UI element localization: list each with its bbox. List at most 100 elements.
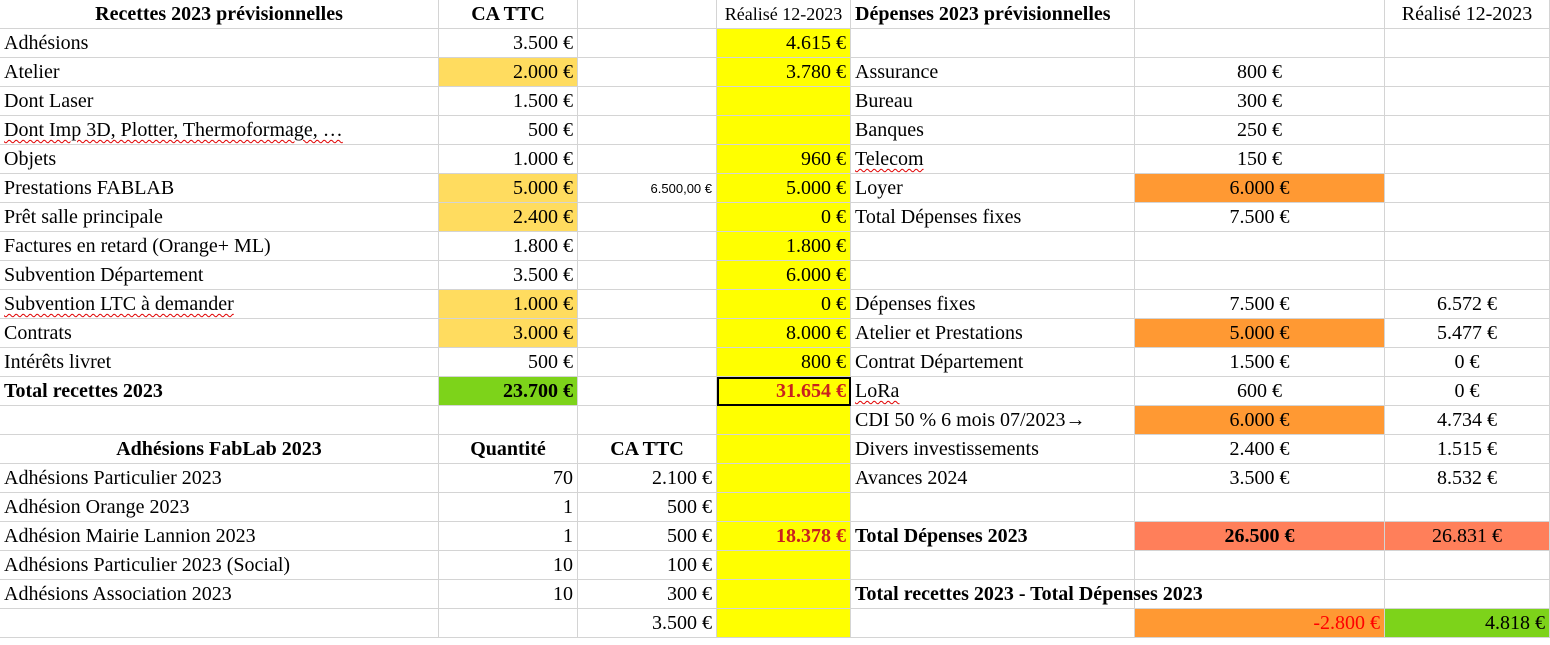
recette-realise[interactable]: 800 € xyxy=(717,348,851,377)
grid-cell[interactable] xyxy=(578,145,717,174)
grid-cell[interactable] xyxy=(578,29,717,58)
depense-fixe-prev[interactable]: 6.000 € xyxy=(1135,174,1385,203)
depense-label[interactable]: LoRa xyxy=(851,377,1135,406)
adhesion-ca[interactable]: 500 € xyxy=(578,522,717,551)
grid-cell[interactable] xyxy=(578,116,717,145)
recette-label[interactable]: Contrats xyxy=(0,319,439,348)
depense-realise[interactable]: 8.532 € xyxy=(1385,464,1550,493)
recettes-ca-header[interactable]: CA TTC xyxy=(439,0,578,29)
depenses-total-prev[interactable]: 26.500 € xyxy=(1135,522,1385,551)
depense-prev[interactable]: 600 € xyxy=(1135,377,1385,406)
recette-label[interactable]: Factures en retard (Orange+ ML) xyxy=(0,232,439,261)
recette-ca[interactable]: 1.500 € xyxy=(439,87,578,116)
grid-cell[interactable] xyxy=(578,87,717,116)
grid-cell[interactable] xyxy=(851,493,1135,522)
depenses-total-label[interactable]: Total Dépenses 2023 xyxy=(851,522,1135,551)
recette-realise[interactable]: 8.000 € xyxy=(717,319,851,348)
grid-cell[interactable] xyxy=(1135,29,1385,58)
recette-label[interactable]: Prestations FABLAB xyxy=(0,174,439,203)
recette-ca[interactable]: 2.400 € xyxy=(439,203,578,232)
grid-cell[interactable] xyxy=(578,348,717,377)
adhesion-label[interactable]: Adhésions Particulier 2023 xyxy=(0,464,439,493)
depense-fixe-label[interactable]: Bureau xyxy=(851,87,1135,116)
depense-prev[interactable]: 1.500 € xyxy=(1135,348,1385,377)
depense-fixe-prev[interactable]: 7.500 € xyxy=(1135,203,1385,232)
recette-ca[interactable]: 1.800 € xyxy=(439,232,578,261)
recette-label[interactable]: Objets xyxy=(0,145,439,174)
depense-realise[interactable]: 5.477 € xyxy=(1385,319,1550,348)
grid-cell[interactable] xyxy=(0,406,439,435)
grid-cell[interactable] xyxy=(439,609,578,638)
depense-label[interactable]: Dépenses fixes xyxy=(851,290,1135,319)
grid-cell[interactable] xyxy=(1385,493,1550,522)
grid-cell[interactable] xyxy=(1385,551,1550,580)
recette-label[interactable]: Subvention Département xyxy=(0,261,439,290)
depense-fixe-prev[interactable]: 250 € xyxy=(1135,116,1385,145)
depense-fixe-prev[interactable]: 800 € xyxy=(1135,58,1385,87)
depenses-header[interactable]: Dépenses 2023 prévisionnelles xyxy=(851,0,1385,29)
depense-realise[interactable]: 0 € xyxy=(1385,348,1550,377)
grid-cell[interactable] xyxy=(578,58,717,87)
depense-prev[interactable]: 5.000 € xyxy=(1135,319,1385,348)
recette-extra[interactable]: 6.500,00 € xyxy=(578,174,717,203)
grid-cell[interactable] xyxy=(1385,174,1550,203)
depense-prev[interactable]: 2.400 € xyxy=(1135,435,1385,464)
grid-cell[interactable] xyxy=(578,232,717,261)
recettes-total-ca[interactable]: 23.700 € xyxy=(439,377,578,406)
depense-fixe-label[interactable]: Telecom xyxy=(851,145,1135,174)
recette-ca[interactable]: 3.000 € xyxy=(439,319,578,348)
grid-cell[interactable] xyxy=(1385,29,1550,58)
grid-cell[interactable] xyxy=(1385,232,1550,261)
grid-cell[interactable] xyxy=(717,464,851,493)
recettes-total-label[interactable]: Total recettes 2023 xyxy=(0,377,439,406)
recette-ca[interactable]: 1.000 € xyxy=(439,290,578,319)
adhesion-qty[interactable]: 10 xyxy=(439,551,578,580)
grid-cell[interactable] xyxy=(1385,87,1550,116)
grid-cell[interactable] xyxy=(851,29,1135,58)
grid-cell[interactable] xyxy=(851,551,1135,580)
depense-realise[interactable]: 0 € xyxy=(1385,377,1550,406)
grid-cell[interactable] xyxy=(1385,116,1550,145)
adhesion-label[interactable]: Adhésions Association 2023 xyxy=(0,580,439,609)
grid-cell[interactable] xyxy=(851,232,1135,261)
grid-cell[interactable] xyxy=(717,580,851,609)
grid-cell[interactable] xyxy=(1135,232,1385,261)
adhesions-total-ca[interactable]: 3.500 € xyxy=(578,609,717,638)
recette-label[interactable]: Intérêts livret xyxy=(0,348,439,377)
depense-prev[interactable]: 3.500 € xyxy=(1135,464,1385,493)
adhesions-header[interactable]: Adhésions FabLab 2023 xyxy=(0,435,439,464)
recette-label[interactable]: Dont Laser xyxy=(0,87,439,116)
depense-fixe-prev[interactable]: 150 € xyxy=(1135,145,1385,174)
grid-cell[interactable] xyxy=(717,406,851,435)
adhesions-realise-total[interactable]: 18.378 € xyxy=(717,522,851,551)
grid-cell[interactable] xyxy=(578,319,717,348)
recette-label[interactable]: Atelier xyxy=(0,58,439,87)
grid-cell[interactable] xyxy=(1135,493,1385,522)
adhesion-label[interactable]: Adhésion Mairie Lannion 2023 xyxy=(0,522,439,551)
depense-realise[interactable]: 1.515 € xyxy=(1385,435,1550,464)
recette-realise[interactable]: 1.800 € xyxy=(717,232,851,261)
grid-cell[interactable] xyxy=(1135,261,1385,290)
depense-prev[interactable]: 7.500 € xyxy=(1135,290,1385,319)
balance-prev[interactable]: -2.800 € xyxy=(1135,609,1385,638)
depense-fixe-prev[interactable]: 300 € xyxy=(1135,87,1385,116)
recettes-header[interactable]: Recettes 2023 prévisionnelles xyxy=(0,0,439,29)
recette-ca[interactable]: 3.500 € xyxy=(439,261,578,290)
recette-ca[interactable]: 500 € xyxy=(439,116,578,145)
depense-label[interactable]: Avances 2024 xyxy=(851,464,1135,493)
recette-realise[interactable]: 4.615 € xyxy=(717,29,851,58)
grid-cell[interactable] xyxy=(439,406,578,435)
adhesion-label[interactable]: Adhésions Particulier 2023 (Social) xyxy=(0,551,439,580)
grid-cell[interactable] xyxy=(578,290,717,319)
recette-ca[interactable]: 1.000 € xyxy=(439,145,578,174)
depense-label[interactable]: CDI 50 % 6 mois 07/2023→ xyxy=(851,406,1135,435)
recette-realise[interactable]: 3.780 € xyxy=(717,58,851,87)
grid-cell[interactable] xyxy=(1385,203,1550,232)
grid-cell[interactable] xyxy=(578,406,717,435)
depenses-realise-header[interactable]: Réalisé 12-2023 xyxy=(1385,0,1550,29)
grid-cell[interactable] xyxy=(578,0,717,29)
grid-cell[interactable] xyxy=(578,377,717,406)
balance-label[interactable]: Total recettes 2023 - Total Dépenses 202… xyxy=(851,580,1550,609)
depense-label[interactable]: Atelier et Prestations xyxy=(851,319,1135,348)
balance-realise[interactable]: 4.818 € xyxy=(1385,609,1550,638)
